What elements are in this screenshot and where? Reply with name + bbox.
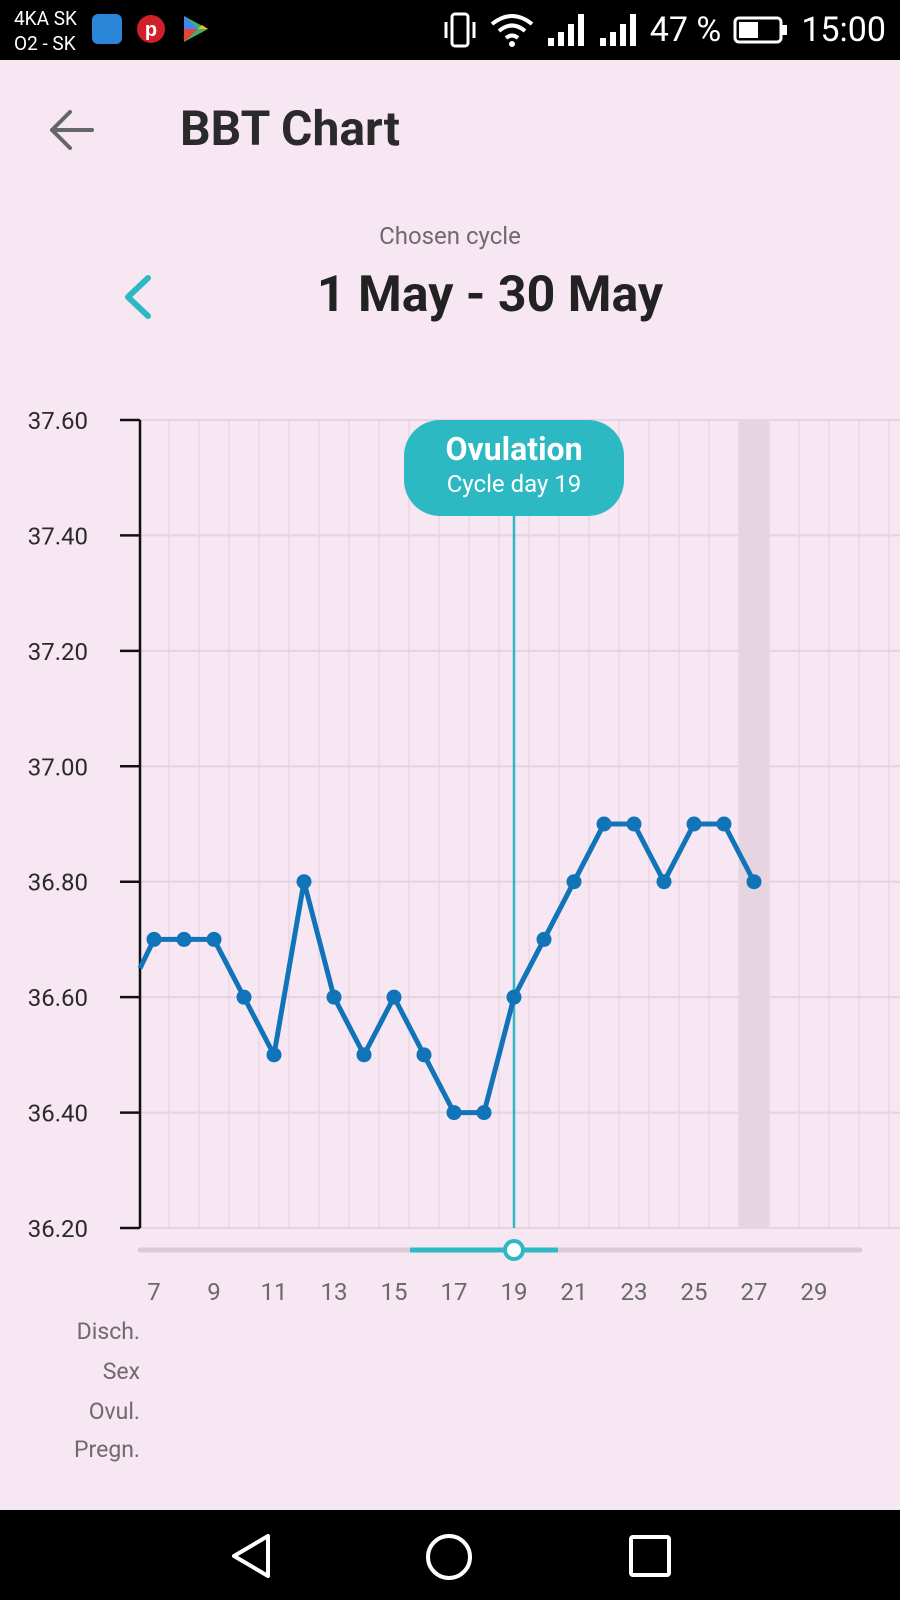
- cycle-range[interactable]: 1 May - 30 May: [316, 266, 664, 324]
- x-tick-label: 23: [621, 1278, 648, 1306]
- temperature-point: [236, 989, 252, 1005]
- battery-percent: 47 %: [649, 10, 722, 50]
- y-tick-label: 37.40: [28, 522, 88, 550]
- temperature-point: [716, 816, 732, 832]
- wifi-icon: [490, 14, 534, 47]
- signal-icon: [599, 14, 636, 46]
- chart-axes: [120, 418, 142, 1230]
- temperature-point: [746, 874, 762, 890]
- page-title: BBT Chart: [180, 100, 401, 157]
- vibrate-icon: [444, 12, 476, 48]
- temperature-point: [506, 989, 522, 1005]
- chart-scrollbar: [137, 1239, 863, 1261]
- pinterest-icon: p: [137, 15, 165, 43]
- x-tick-label: 9: [207, 1278, 221, 1306]
- row-label-pregnancy: Pregn.: [74, 1436, 140, 1463]
- y-tick-label: 36.40: [28, 1100, 88, 1128]
- chevron-left-icon[interactable]: [118, 272, 158, 322]
- temperature-point: [656, 874, 672, 890]
- y-tick-label: 36.20: [28, 1215, 88, 1243]
- status-right: 47 % 15:00: [442, 0, 886, 60]
- y-tick-label: 37.00: [28, 753, 88, 781]
- nav-back-icon[interactable]: [228, 1532, 274, 1580]
- ovulation-title: Ovulation: [445, 430, 583, 468]
- row-label-discharge: Disch.: [76, 1318, 140, 1345]
- ovulation-bubble[interactable]: Ovulation Cycle day 19: [404, 420, 624, 516]
- nav-recents-icon[interactable]: [628, 1534, 672, 1578]
- clock: 15:00: [801, 10, 886, 50]
- x-tick-label: 7: [147, 1278, 161, 1306]
- temperature-point: [626, 816, 642, 832]
- temperature-point: [416, 1047, 432, 1063]
- temperature-series: [137, 816, 762, 1121]
- cycle-label: Chosen cycle: [379, 222, 521, 250]
- back-arrow-icon[interactable]: [46, 104, 98, 156]
- temperature-point: [296, 874, 312, 890]
- x-tick-label: 29: [801, 1278, 828, 1306]
- x-tick-label: 21: [561, 1278, 588, 1306]
- temperature-point: [686, 816, 702, 832]
- bbt-chart[interactable]: 37.60 37.40 37.20 37.00 36.80 36.60 36.40 36.20…: [0, 380, 900, 1310]
- temperature-line: [137, 821, 757, 1116]
- temperature-point: [566, 874, 582, 890]
- highlight-column: [739, 420, 769, 1228]
- temperature-point: [536, 931, 552, 947]
- y-tick-label: 36.80: [28, 869, 88, 897]
- navigation-bar: [0, 1510, 900, 1600]
- x-tick-label: 27: [741, 1278, 768, 1306]
- status-bar: 4KA SK O2 - SK p: [0, 0, 900, 60]
- x-tick-label: 19: [501, 1278, 528, 1306]
- x-tick-label: 13: [321, 1278, 348, 1306]
- temperature-point: [146, 931, 162, 947]
- play-store-icon: [184, 16, 208, 42]
- ovulation-subtitle: Cycle day 19: [446, 470, 582, 498]
- temperature-point: [596, 816, 612, 832]
- row-label-ovulation: Ovul.: [88, 1398, 140, 1425]
- carrier-2: O2 - SK: [14, 32, 76, 55]
- temperature-point: [176, 931, 192, 947]
- x-tick-label: 11: [261, 1278, 288, 1306]
- temperature-point: [446, 1105, 462, 1121]
- y-tick-label: 37.60: [28, 407, 88, 435]
- temperature-point: [206, 931, 222, 947]
- row-label-sex: Sex: [102, 1358, 140, 1385]
- carrier-info: 4KA SK O2 - SK: [14, 6, 77, 56]
- x-tick-label: 17: [441, 1278, 468, 1306]
- scroll-handle[interactable]: [503, 1239, 525, 1261]
- svg-text:p: p: [145, 19, 157, 41]
- y-axis-labels: 37.60 37.40 37.20 37.00 36.80 36.60 36.40 36.20: [28, 407, 88, 1243]
- temperature-point: [356, 1047, 372, 1063]
- battery-icon: [733, 16, 788, 44]
- y-tick-label: 36.60: [28, 984, 88, 1012]
- y-tick-label: 37.20: [28, 638, 88, 666]
- x-tick-label: 15: [381, 1278, 408, 1306]
- x-axis-labels: 7 9 11 13 15 17 19 21 23 25 27 29: [147, 1278, 827, 1306]
- carrier-1: 4KA SK: [14, 7, 77, 30]
- chart-grid: [140, 419, 900, 1229]
- temperature-point: [476, 1105, 492, 1121]
- nav-home-icon[interactable]: [424, 1532, 474, 1582]
- signal-icon: [547, 14, 584, 46]
- x-tick-label: 25: [681, 1278, 708, 1306]
- app-icon: [92, 14, 122, 44]
- temperature-point: [266, 1047, 282, 1063]
- temperature-point: [386, 989, 402, 1005]
- chart-highlight: [739, 420, 769, 1228]
- temperature-point: [326, 989, 342, 1005]
